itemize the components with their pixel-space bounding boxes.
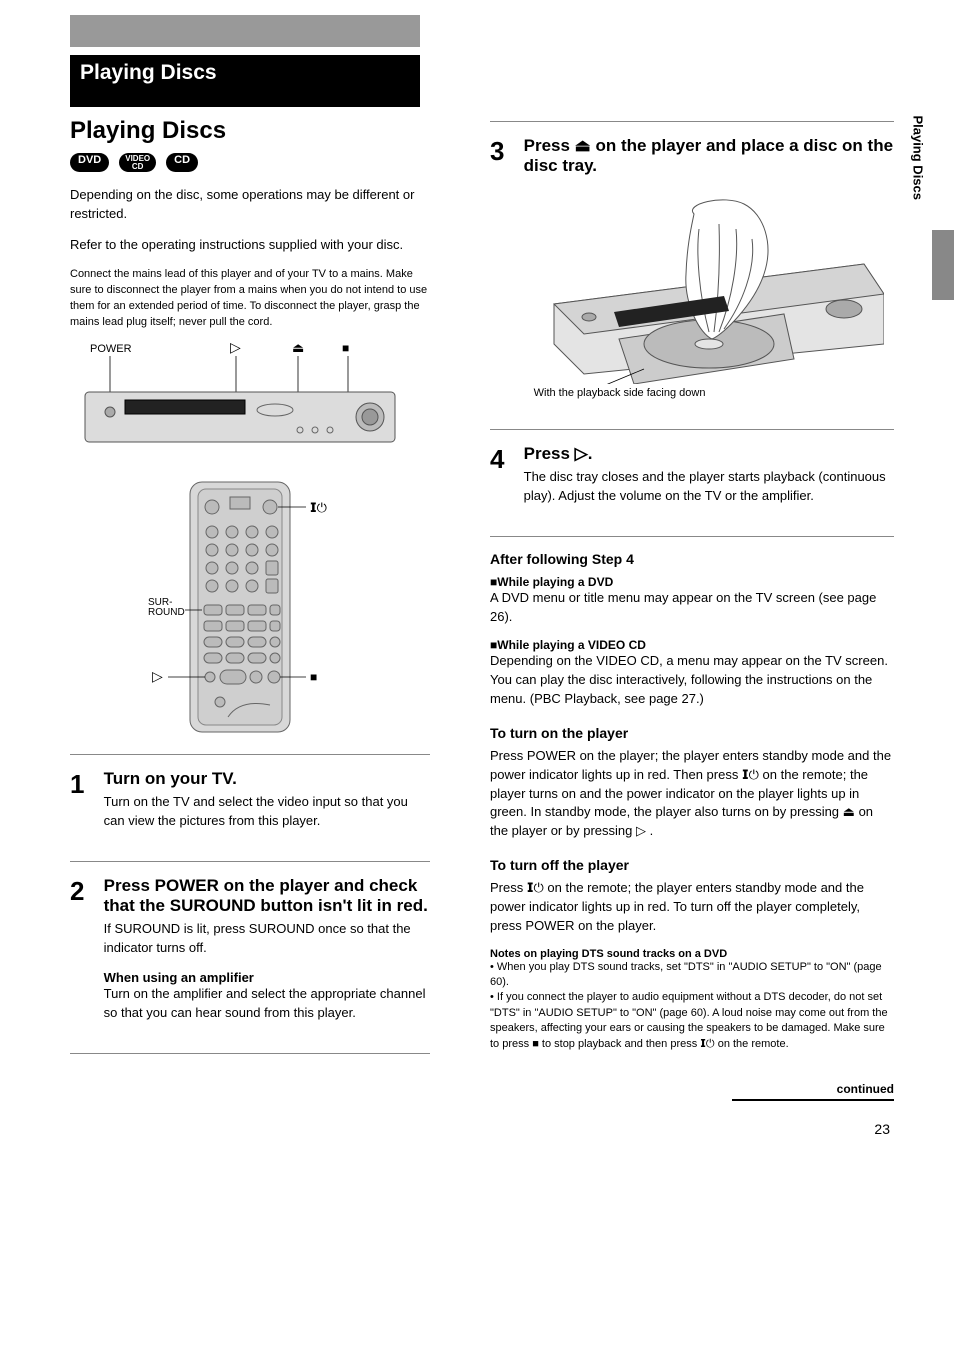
- turnoff-body: Press 𝗜⏻ on the remote; the player enter…: [490, 879, 894, 936]
- section-title: Playing Discs: [80, 61, 410, 84]
- step-2: 2 Press POWER on the player and check th…: [70, 876, 430, 1034]
- divider: [70, 754, 430, 755]
- svg-text:ROUND: ROUND: [148, 607, 185, 618]
- player-diagram: POWER ▷ ⏏ ■: [70, 342, 430, 465]
- step-4: 4 Press ▷. The disc tray closes and the …: [490, 444, 894, 518]
- remote-diagram: 𝗜⏻ SUR- ROUND ▷ ■: [70, 477, 430, 740]
- power-icon: 𝗜⏻: [742, 767, 759, 782]
- intro-p3: Connect the mains lead of this player an…: [70, 267, 430, 331]
- step-3-title-a: Press: [524, 136, 575, 155]
- divider: [490, 536, 894, 537]
- disc-type-badges: DVD VIDEO CD CD: [70, 153, 430, 172]
- notes-head: Notes on playing DTS sound tracks on a D…: [490, 948, 894, 960]
- divider: [490, 121, 894, 122]
- badge-dvd: DVD: [70, 153, 109, 172]
- badge-cd: CD: [166, 153, 198, 172]
- eject-icon: ⏏: [292, 342, 304, 355]
- side-tab: [932, 230, 954, 300]
- play-icon: ▷: [152, 668, 163, 684]
- turnon-head: To turn on the player: [490, 725, 894, 741]
- badge-videocd: VIDEO CD: [119, 153, 156, 172]
- while-vcd-head: ■While playing a VIDEO CD: [490, 638, 894, 652]
- stop-icon: ■: [342, 342, 349, 355]
- notes-b1: • When you play DTS sound tracks, set "D…: [490, 960, 894, 991]
- step-1-body: Turn on the TV and select the video inpu…: [104, 793, 430, 831]
- continued-label: continued: [490, 1082, 894, 1096]
- after-step4-head: After following Step 4: [490, 551, 894, 567]
- play-icon: ▷: [575, 444, 588, 463]
- divider: [70, 861, 430, 862]
- step-2-subhead: When using an amplifier: [104, 970, 430, 985]
- divider: [70, 1053, 430, 1054]
- step-3: 3 Press ⏏ on the player and place a disc…: [490, 136, 894, 411]
- power-icon: 𝗜⏻: [700, 1038, 714, 1050]
- step-2-num: 2: [70, 876, 100, 907]
- gray-header-bar: [70, 15, 420, 47]
- stop-icon: ■: [310, 670, 317, 684]
- while-dvd-body: A DVD menu or title menu may appear on t…: [490, 589, 894, 627]
- step-4-title: Press ▷.: [524, 444, 894, 464]
- while-dvd-head: ■While playing a DVD: [490, 575, 894, 589]
- step-4-title-b: .: [588, 444, 593, 463]
- turnon-body: Press POWER on the player; the player en…: [490, 747, 894, 841]
- turnoff-head: To turn off the player: [490, 857, 894, 873]
- player-label-power: POWER: [90, 343, 132, 355]
- step-4-body1: The disc tray closes and the player star…: [524, 468, 894, 506]
- step-1: 1 Turn on your TV. Turn on the TV and se…: [70, 769, 430, 843]
- section-title-bar: Playing Discs: [70, 55, 420, 107]
- step-1-title: Turn on your TV.: [104, 769, 430, 789]
- page-number: 23: [490, 1121, 894, 1137]
- badge-videocd-bottom: CD: [132, 162, 144, 171]
- side-tab-label: Playing Discs: [911, 115, 926, 200]
- step-4-title-a: Press: [524, 444, 575, 463]
- power-icon: 𝗜⏻: [310, 500, 327, 515]
- play-icon: ▷: [230, 342, 241, 355]
- notes-b2b: to stop playback and then press: [542, 1038, 700, 1050]
- eject-icon: ⏏: [843, 804, 855, 819]
- while-vcd-body: Depending on the VIDEO CD, a menu may ap…: [490, 652, 894, 709]
- power-icon: 𝗜⏻: [527, 880, 544, 895]
- step-3-title: Press ⏏ on the player and place a disc o…: [524, 136, 894, 176]
- turnon-p1d: .: [650, 823, 654, 838]
- eject-icon: ⏏: [575, 136, 591, 155]
- disc-tray-diagram: With the playback side facing down: [524, 184, 894, 399]
- turnoff-p1b: on the remote; the player enters standby…: [490, 880, 864, 933]
- footer-rule: [732, 1099, 894, 1101]
- step-4-num: 4: [490, 444, 520, 475]
- step-3-num: 3: [490, 136, 520, 167]
- step-2-body3: Turn on the amplifier and select the app…: [104, 985, 430, 1023]
- notes-b2c: on the remote.: [718, 1038, 789, 1050]
- step-2-title: Press POWER on the player and check that…: [104, 876, 430, 916]
- step-2-body1: If SUROUND is lit, press SUROUND once so…: [104, 920, 430, 958]
- play-icon: ▷: [636, 823, 646, 838]
- notes-b2: • If you connect the player to audio equ…: [490, 990, 894, 1052]
- turnoff-p1a: Press: [490, 880, 527, 895]
- stop-icon: ■: [532, 1038, 539, 1050]
- page-title: Playing Discs: [70, 117, 430, 145]
- disc-tray-caption: With the playback side facing down: [534, 387, 894, 399]
- divider: [490, 429, 894, 430]
- intro-p2: Refer to the operating instructions supp…: [70, 236, 430, 255]
- step-1-num: 1: [70, 769, 100, 800]
- intro-p1: Depending on the disc, some operations m…: [70, 186, 430, 224]
